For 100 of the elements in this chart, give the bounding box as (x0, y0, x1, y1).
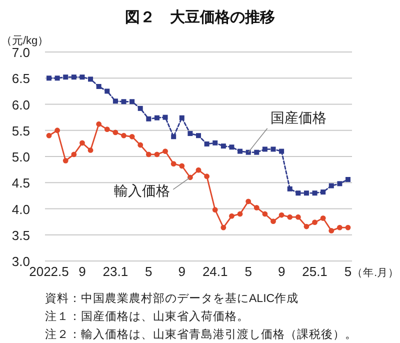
point (54, 76, 60, 81)
point (320, 190, 326, 195)
point (328, 228, 334, 234)
y-tick-label: 4.5 (12, 176, 30, 191)
y-tick-label: 6.0 (12, 97, 30, 112)
point (88, 148, 94, 153)
x-tick-label: 25.1 (302, 264, 328, 279)
point (188, 131, 193, 136)
x-tick-label: 5 (344, 264, 352, 279)
point (328, 183, 334, 188)
point (162, 114, 168, 120)
point (204, 141, 210, 146)
point (212, 140, 218, 146)
point (312, 220, 318, 226)
point (312, 190, 318, 196)
y-tick-label: 3.5 (12, 228, 30, 243)
point (287, 186, 292, 192)
point (204, 174, 210, 180)
point (212, 207, 218, 212)
point (46, 76, 52, 81)
point (154, 152, 160, 158)
y-tick-label: 7.0 (12, 45, 30, 60)
point (179, 115, 184, 120)
point (337, 181, 342, 186)
x-tick-label: 5 (244, 264, 252, 279)
point (138, 106, 143, 111)
point (130, 99, 135, 104)
y-tick-label: 3.0 (12, 254, 30, 269)
point (246, 150, 251, 155)
point (196, 133, 201, 138)
point (63, 74, 68, 80)
point (229, 213, 234, 219)
x-tick-label: 9 (278, 264, 286, 279)
point (262, 211, 268, 217)
x-tick-label: 9 (78, 264, 86, 279)
point (46, 132, 52, 138)
point (296, 190, 301, 196)
point (154, 115, 160, 120)
point (246, 198, 252, 204)
chart-title: 図２ 大豆価格の推移 (125, 9, 275, 26)
text: 注１：国産価格は、山東省入荷価格。 (45, 309, 249, 323)
text: 注２：輸入価格は、山東省青島港引渡し価格（課税後）。 (45, 327, 357, 341)
point (270, 146, 276, 152)
point (220, 144, 226, 149)
point (104, 126, 110, 132)
x-tick-label: 5 (145, 264, 152, 279)
point (346, 176, 350, 182)
y-tick-label: 6.5 (12, 71, 30, 86)
point (320, 215, 326, 221)
point (121, 132, 126, 138)
point (254, 150, 260, 155)
point (96, 121, 102, 127)
point (238, 148, 243, 154)
series-label: 国産価格 (270, 109, 326, 126)
x-tick-label: 23.1 (102, 264, 128, 279)
point (278, 212, 284, 218)
text: 資料：中国農業農村部のデータを基にALIC作成 (45, 291, 299, 305)
point (112, 98, 118, 104)
point (304, 190, 309, 196)
point (220, 224, 226, 230)
y-axis-title: （元/kg） (1, 35, 49, 47)
point (54, 128, 60, 134)
point (304, 224, 310, 230)
x-tick-label: 2022.5 (29, 264, 69, 279)
point (138, 142, 144, 148)
point (336, 224, 342, 230)
point (71, 74, 76, 80)
point (146, 152, 152, 158)
point (262, 146, 268, 152)
y-tick-label: 4.0 (12, 202, 30, 217)
point (129, 134, 135, 140)
point (270, 218, 276, 224)
point (96, 84, 102, 89)
point (170, 161, 176, 167)
point (229, 144, 234, 150)
y-tick-label: 5.0 (12, 150, 30, 164)
point (88, 76, 94, 82)
point (162, 148, 168, 154)
point (146, 116, 152, 122)
point (112, 130, 118, 136)
point (104, 88, 110, 94)
point (279, 148, 284, 154)
point (254, 205, 260, 210)
point (196, 167, 202, 173)
point (187, 174, 193, 180)
point (80, 140, 85, 146)
x-tick-label: 24.1 (202, 264, 228, 279)
point (179, 163, 185, 169)
x-tick-label: 9 (178, 264, 186, 279)
point (295, 214, 301, 220)
point (80, 74, 85, 80)
series-label: 輸入価格 (114, 182, 170, 198)
point (171, 134, 176, 140)
point (237, 211, 243, 217)
point (71, 152, 77, 158)
y-tick-label: 5.5 (12, 123, 30, 138)
x-axis-title: （年.月） (352, 267, 399, 279)
point (345, 224, 351, 230)
point (287, 214, 293, 220)
point (121, 99, 126, 104)
